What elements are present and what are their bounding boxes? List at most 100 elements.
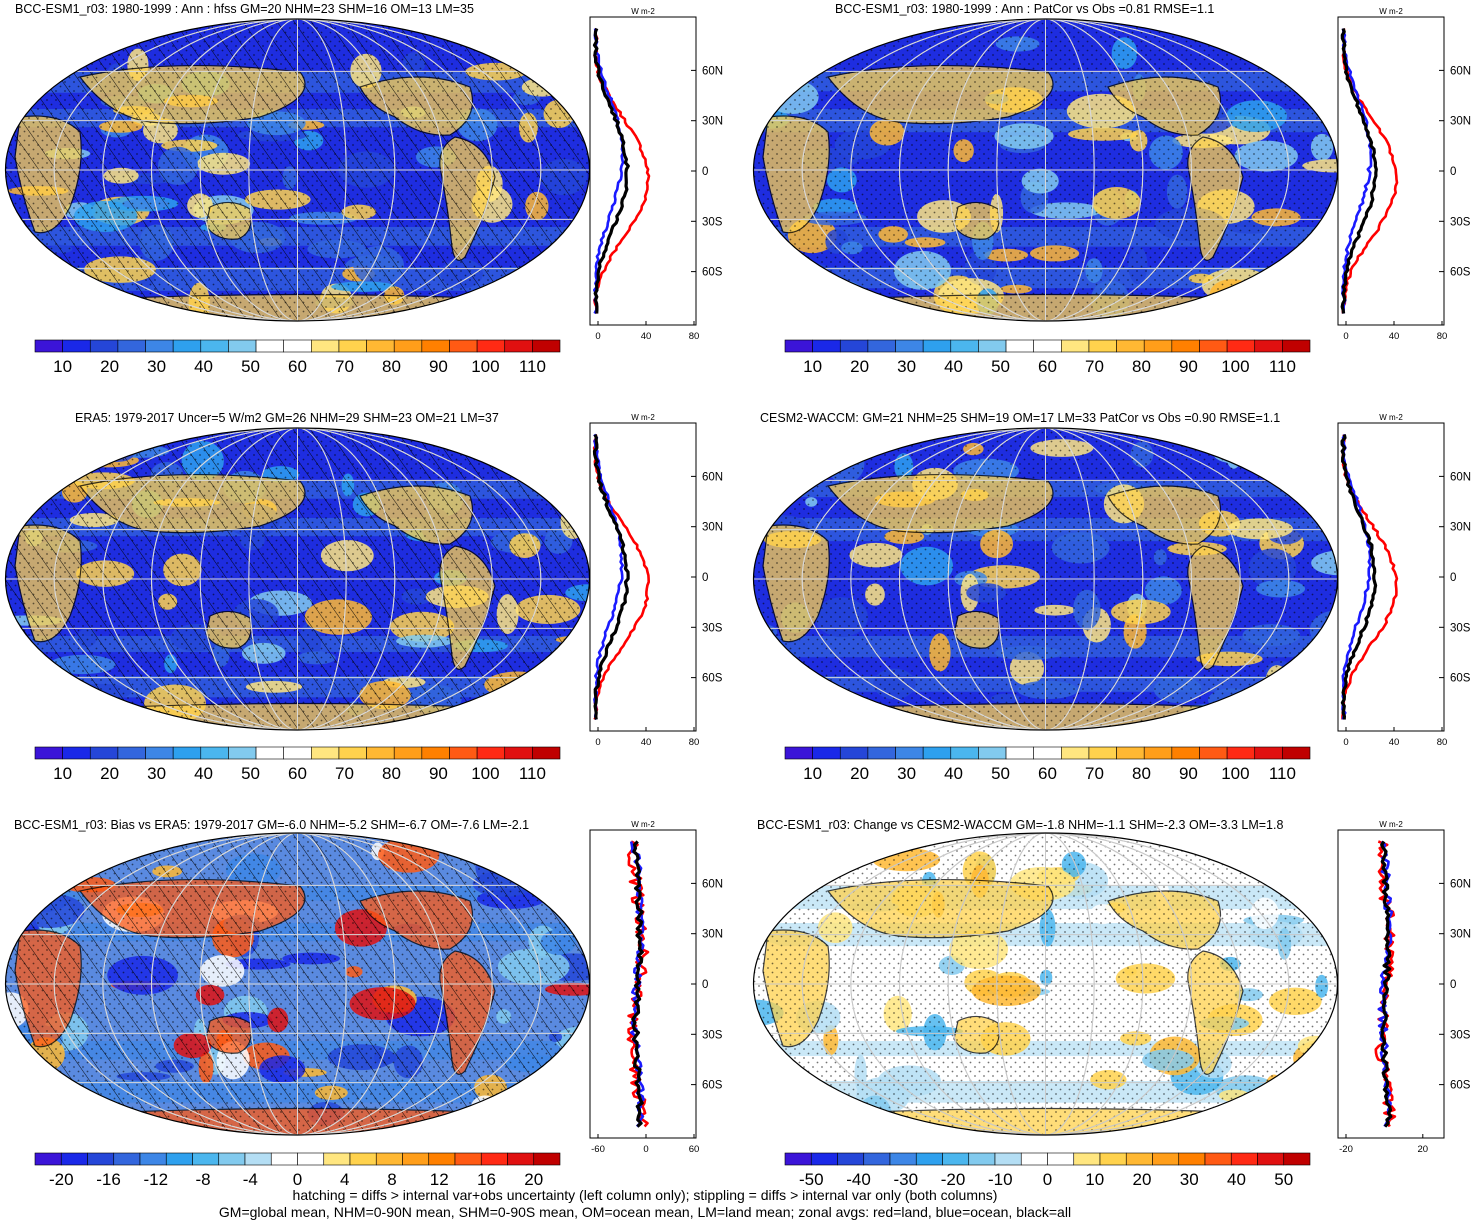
field-blob (1285, 53, 1338, 83)
zonal-mean-curve (1341, 28, 1373, 314)
colorbar-tick-label: 50 (1274, 1170, 1293, 1189)
graticule-meridian (53, 428, 542, 730)
colorbar-swatch (283, 339, 312, 353)
colorbar-swatch (810, 1152, 838, 1166)
field-blob (1263, 289, 1324, 306)
colorbar-swatch (393, 746, 423, 760)
zonal-frame (1337, 16, 1445, 326)
graticule-meridian (151, 428, 444, 730)
field-blob (5, 109, 22, 126)
colorbar-swatch (1226, 339, 1256, 353)
graticule-meridian (899, 833, 1192, 1135)
zonal-x-tick-label: 40 (1389, 331, 1400, 342)
graticule-meridian (151, 833, 444, 1135)
graticule-meridian (899, 428, 1192, 730)
colorbar-swatch (532, 339, 561, 353)
zonal-plot-6: 60N 30N 0 30S 60S W m-2 -20 20 (1337, 820, 1471, 1155)
zonal-lat-label: 30N (1450, 116, 1471, 128)
zonal-lat-label: 30S (702, 622, 723, 634)
colorbar-tick-label: 110 (1269, 764, 1296, 783)
colorbar-tick-label: 16 (477, 1170, 496, 1189)
colorbar-tick-label: 30 (897, 764, 916, 783)
graticule-meridian (248, 19, 347, 321)
zonal-x-tick-label: 0 (595, 737, 600, 748)
colorbar-swatch (1061, 746, 1090, 760)
colorbar-swatch (1047, 1152, 1075, 1166)
zonal-lat-label: 0 (1450, 979, 1456, 991)
colorbar-tick-label: 90 (429, 357, 448, 376)
colorbar-tick-label: 30 (897, 357, 916, 376)
colorbar-swatch (1116, 339, 1145, 353)
colorbar-tick-label: 80 (1132, 357, 1151, 376)
colorbar-tick-label: -20 (49, 1170, 74, 1189)
field-blob (1279, 461, 1325, 496)
colorbar-swatch (480, 1152, 508, 1166)
zonal-mean-curve (1380, 840, 1393, 1128)
graticule-meridian (947, 428, 1144, 730)
graticule-meridian (53, 19, 542, 321)
colorbar-tick-label: 20 (850, 357, 869, 376)
zonal-unit-label: W m-2 (631, 413, 655, 422)
field-blob (1268, 441, 1294, 453)
colorbar-swatch (449, 746, 478, 760)
colorbar-tick-label: 0 (1043, 1170, 1052, 1189)
colorbar-swatch (1088, 746, 1117, 760)
colorbar-tick-label: 0 (293, 1170, 302, 1189)
colorbar-swatch (1199, 746, 1228, 760)
field-blob (39, 834, 108, 870)
graticule-meridian (899, 19, 1192, 321)
graticule-meridian (850, 428, 1241, 730)
graticule-meridian (199, 833, 396, 1135)
colorbar-swatch (145, 339, 174, 353)
field-blob (1288, 64, 1338, 87)
zonal-lat-label: 60S (702, 267, 723, 279)
zonal-lat-label: 60N (1450, 65, 1471, 77)
colorbar-swatch (994, 1152, 1022, 1166)
graticule-meridian (199, 428, 396, 730)
colorbar-swatch (863, 1152, 891, 1166)
colorbar-swatch (1282, 746, 1311, 760)
zonal-unit-label: W m-2 (631, 820, 655, 829)
zonal-lat-label: 0 (1450, 572, 1456, 584)
colorbar-tick-label: 60 (288, 357, 307, 376)
colorbar-swatch (889, 1152, 917, 1166)
zonal-unit-label: W m-2 (631, 7, 655, 16)
graticule-meridian (102, 428, 493, 730)
zonal-frame (589, 422, 697, 732)
field-blob (753, 58, 799, 68)
colorbar-swatch (62, 339, 91, 353)
graticule-meridian (850, 833, 1241, 1135)
colorbar-swatch (87, 1152, 115, 1166)
graticule-meridian (102, 19, 493, 321)
colorbar-tick-label: -8 (195, 1170, 210, 1189)
colorbar-swatch (34, 339, 63, 353)
zonal-x-tick-label: 80 (689, 331, 700, 342)
colorbar-swatch (270, 1152, 298, 1166)
colorbar-swatch (1152, 1152, 1180, 1166)
zonal-lat-label: 30S (702, 216, 723, 228)
zonal-x-tick-label: 40 (641, 331, 652, 342)
colorbar-tick-label: 100 (471, 357, 499, 376)
zonal-mean-curve (593, 28, 625, 315)
zonal-lat-label: 30S (702, 1029, 723, 1041)
zonal-lat-label: 0 (1450, 166, 1456, 178)
field-blob (5, 43, 17, 57)
colorbar-tick-label: 70 (1085, 764, 1104, 783)
graticule-meridian (102, 833, 493, 1135)
zonal-mean-curve (1340, 434, 1378, 720)
colorbar-swatch (476, 339, 506, 353)
zonal-unit-label: W m-2 (1379, 7, 1403, 16)
colorbar-swatch (1073, 1152, 1101, 1166)
colorbar-swatch (1171, 339, 1200, 353)
colorbar-swatch (34, 746, 63, 760)
colorbar-tick-label: -16 (96, 1170, 121, 1189)
colorbar-swatch (812, 746, 841, 760)
colorbar-swatch (311, 746, 340, 760)
map-panel-3 (4, 427, 591, 731)
zonal-plot-1: 60N 30N 0 30S 60S W m-2 0 40 80 (589, 7, 723, 342)
colorbar-swatch (218, 1152, 246, 1166)
field-blob (769, 889, 785, 910)
zonal-lat-label: 0 (702, 572, 708, 584)
colorbar-tick-label: 20 (100, 764, 119, 783)
colorbar-swatch (172, 746, 202, 760)
